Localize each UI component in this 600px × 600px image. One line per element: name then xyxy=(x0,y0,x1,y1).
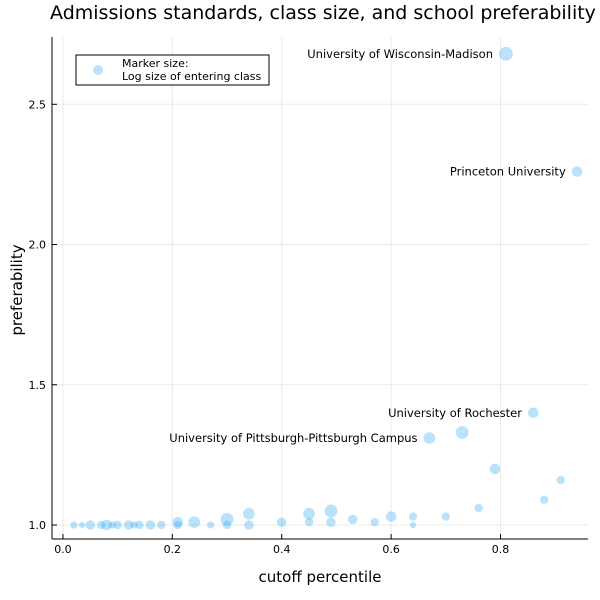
data-points xyxy=(70,46,583,531)
data-point xyxy=(101,519,112,531)
data-point xyxy=(556,475,565,485)
legend-box xyxy=(75,54,270,86)
x-tick-label: 0.8 xyxy=(492,543,510,556)
data-point xyxy=(97,520,106,530)
x-tick-label: 0.6 xyxy=(382,543,400,556)
legend-line-1: Marker size: xyxy=(122,57,189,70)
y-tick-label: 1.0 xyxy=(29,519,47,532)
data-point xyxy=(571,166,583,177)
data-point xyxy=(85,520,96,530)
point-label: University of Wisconsin-Madison xyxy=(307,47,493,61)
y-ticks: 1.0 1.5 2.0 2.5 xyxy=(29,98,57,532)
data-point xyxy=(409,521,417,529)
data-point xyxy=(123,520,134,530)
y-tick-label: 2.0 xyxy=(29,239,47,252)
data-point xyxy=(474,503,483,513)
data-point xyxy=(173,520,182,530)
y-axis-label: preferability xyxy=(8,244,26,335)
data-point xyxy=(157,520,166,530)
x-tick-label: 0.0 xyxy=(54,543,72,556)
axes xyxy=(51,37,588,540)
data-point xyxy=(222,520,232,530)
data-point xyxy=(441,512,450,521)
data-point xyxy=(326,517,336,527)
point-label: University of Pittsburgh-Pittsburgh Camp… xyxy=(169,431,417,445)
data-point xyxy=(370,517,379,527)
point-label: Princeton University xyxy=(450,165,566,179)
data-point xyxy=(455,426,469,439)
data-point xyxy=(276,517,287,527)
y-tick-label: 2.5 xyxy=(29,98,47,111)
chart-title: Admissions standards, class size, and sc… xyxy=(50,2,596,24)
data-point xyxy=(206,521,215,529)
data-point xyxy=(244,520,254,530)
data-point xyxy=(78,521,86,529)
point-label: University of Rochester xyxy=(388,406,522,420)
data-point xyxy=(385,511,397,522)
data-point xyxy=(324,504,338,518)
data-point xyxy=(220,512,234,526)
x-tick-label: 0.4 xyxy=(273,543,291,556)
point-annotations: University of Pittsburgh-Pittsburgh Camp… xyxy=(169,47,566,445)
data-point xyxy=(113,520,122,530)
data-point xyxy=(304,517,314,527)
data-point xyxy=(108,521,116,529)
grid-lines xyxy=(52,37,588,539)
data-point xyxy=(499,46,513,61)
x-ticks: 0.0 0.2 0.4 0.6 0.8 xyxy=(54,534,509,556)
data-point xyxy=(70,521,78,529)
data-point xyxy=(188,516,201,529)
data-point xyxy=(243,507,255,520)
data-point xyxy=(528,407,539,419)
x-axis-label: cutoff percentile xyxy=(259,568,382,586)
data-point xyxy=(303,507,315,520)
x-tick-label: 0.2 xyxy=(164,543,182,556)
data-point xyxy=(348,514,358,525)
y-tick-label: 1.5 xyxy=(29,379,47,392)
legend-line-2: Log size of entering class xyxy=(122,70,261,83)
data-point xyxy=(135,520,144,530)
legend-marker xyxy=(93,65,103,75)
data-point xyxy=(423,432,436,444)
data-point xyxy=(172,516,184,528)
data-point xyxy=(489,463,501,475)
data-point xyxy=(130,521,138,529)
data-point xyxy=(408,512,418,521)
legend: Marker size: Log size of entering class xyxy=(75,54,270,86)
data-point xyxy=(540,495,549,504)
data-point xyxy=(145,520,156,530)
